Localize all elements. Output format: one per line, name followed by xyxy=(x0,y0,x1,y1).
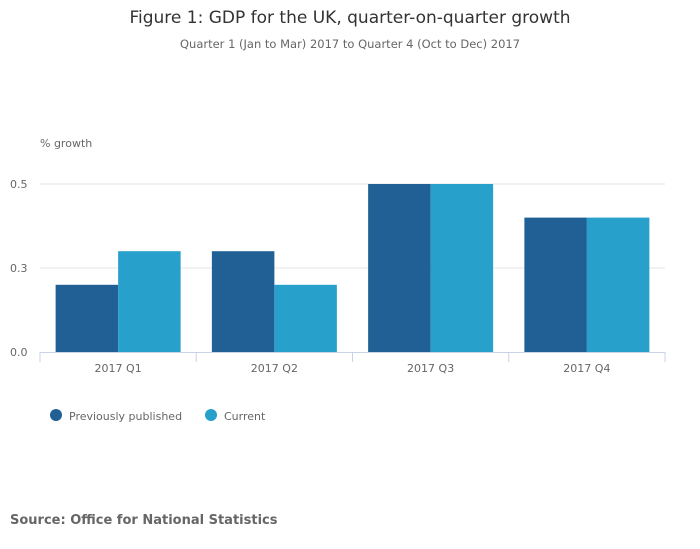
y-tick-label: 0.3 xyxy=(10,262,28,275)
y-tick-label: 0.5 xyxy=(10,178,28,191)
source-note: Source: Office for National Statistics xyxy=(10,513,278,528)
x-tick-label: 2017 Q3 xyxy=(407,362,454,375)
chart-title: Figure 1: GDP for the UK, quarter-on-qua… xyxy=(129,8,571,28)
bar-current xyxy=(274,284,337,352)
legend-marker xyxy=(205,409,217,421)
x-tick-label: 2017 Q4 xyxy=(563,362,610,375)
bar-current xyxy=(430,184,494,352)
legend-label: Current xyxy=(224,410,266,423)
bar-current xyxy=(118,251,181,352)
bar-previously-published xyxy=(368,184,431,352)
bar-previously-published xyxy=(55,284,119,352)
y-tick-label: 0.0 xyxy=(10,346,28,359)
x-tick-label: 2017 Q2 xyxy=(251,362,298,375)
bar-current xyxy=(586,217,650,352)
chart-subtitle: Quarter 1 (Jan to Mar) 2017 to Quarter 4… xyxy=(179,37,521,51)
legend-marker xyxy=(50,409,62,421)
legend-label: Previously published xyxy=(69,410,182,423)
bar-previously-published xyxy=(524,217,587,352)
y-axis-label: % growth xyxy=(40,137,92,150)
x-tick-label: 2017 Q1 xyxy=(95,362,142,375)
bar-previously-published xyxy=(211,251,275,352)
